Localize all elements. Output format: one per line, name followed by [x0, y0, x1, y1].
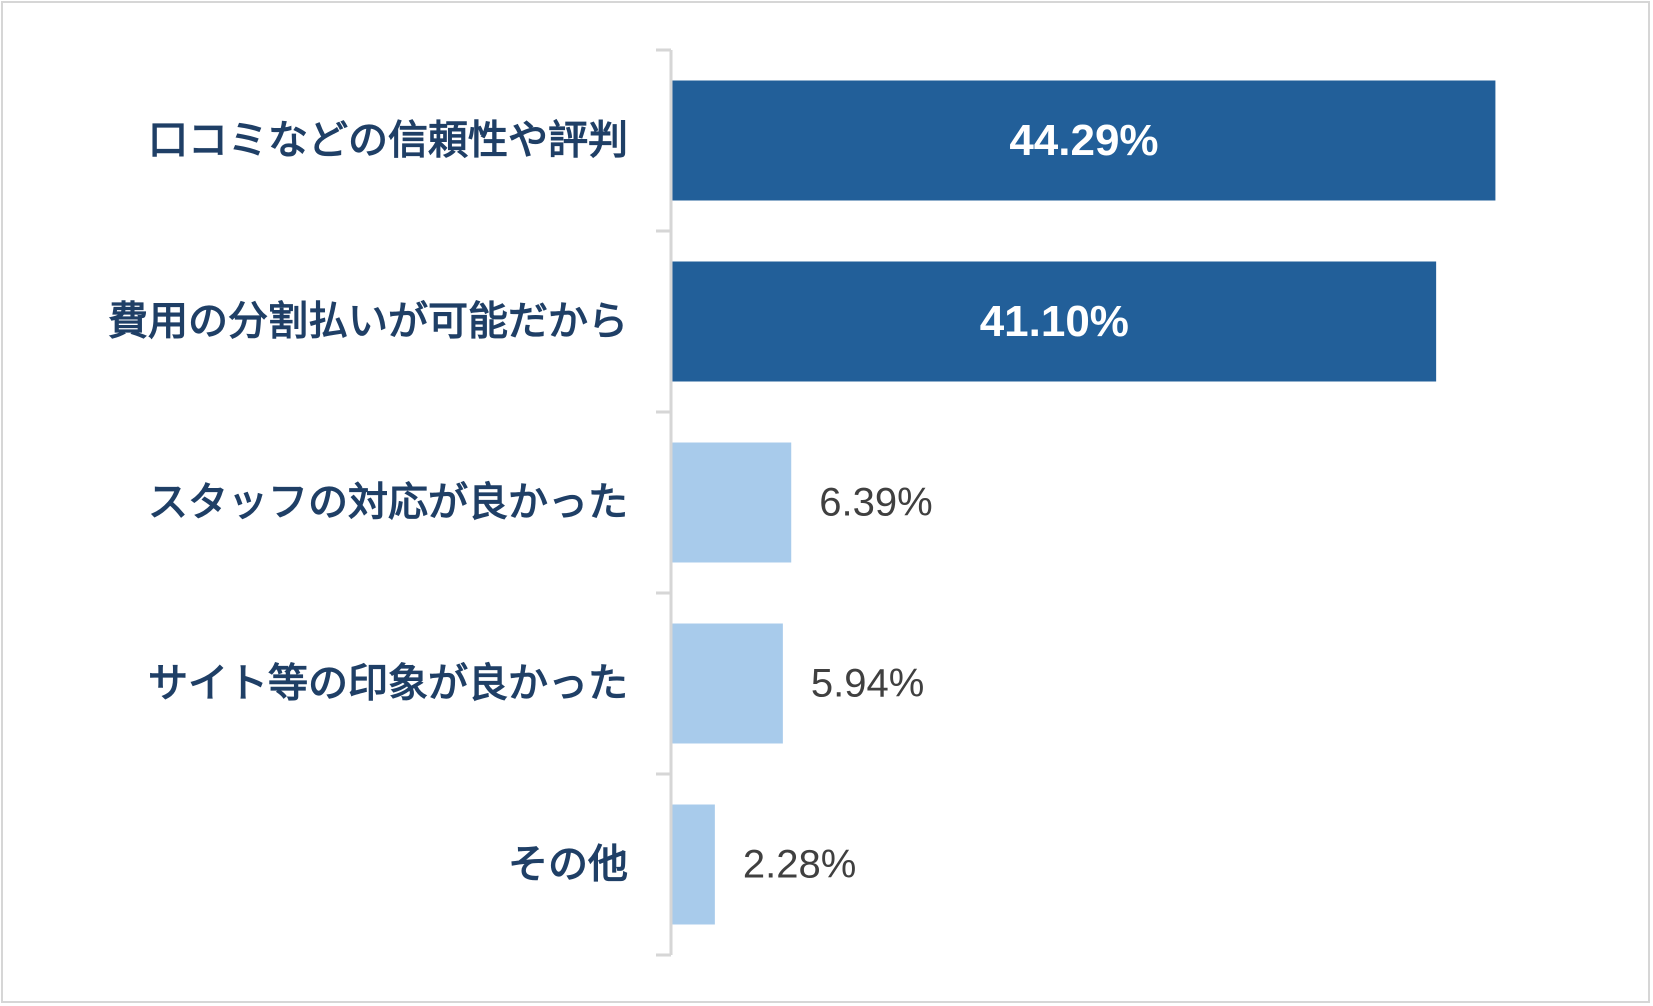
category-label: その他	[508, 842, 628, 888]
data-label: 41.10%	[980, 297, 1129, 346]
data-label: 6.39%	[819, 481, 932, 525]
category-label: サイト等の印象が良かった	[148, 661, 628, 707]
bar	[672, 623, 783, 744]
bar	[672, 80, 1496, 201]
bar	[672, 804, 715, 925]
category-label: スタッフの対応が良かった	[148, 480, 628, 526]
data-label: 44.29%	[1009, 116, 1158, 165]
data-label: 5.94%	[811, 662, 924, 706]
category-label: 費用の分割払いが可能だから	[108, 299, 628, 345]
data-label: 2.28%	[743, 843, 856, 887]
category-label: 口コミなどの信頼性や評判	[148, 118, 628, 164]
bar	[672, 442, 792, 563]
bar	[672, 261, 1437, 382]
